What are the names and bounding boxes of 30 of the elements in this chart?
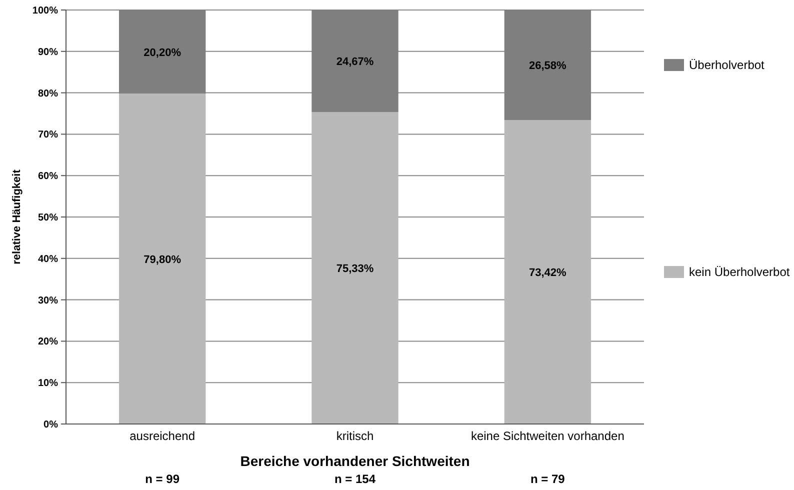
bar (504, 120, 592, 424)
data-label: 26,58% (529, 60, 567, 72)
data-label: 79,80% (144, 254, 182, 266)
legend-label: Überholverbot (689, 58, 766, 72)
y-tick-label: 100% (32, 6, 58, 16)
y-tick-label: 0% (44, 420, 58, 430)
y-tick-label: 80% (38, 88, 58, 100)
legend-label: kein Überholverbot (689, 265, 790, 280)
x-tick-label: ausreichend (130, 429, 196, 443)
y-tick-label: 60% (38, 171, 58, 182)
bar (312, 112, 398, 424)
y-tick-label: 90% (38, 46, 58, 58)
data-label: 24,67% (336, 56, 374, 68)
x-tick-label: kritisch (336, 429, 374, 443)
text: n = 99 (145, 472, 180, 486)
y-tick-label: 30% (38, 295, 58, 306)
data-label: 20,20% (144, 46, 182, 59)
x-axis-title: Bereiche vorhandener Sichtweiten (240, 453, 470, 469)
text: n = 154 (334, 472, 376, 486)
bar (118, 94, 206, 424)
data-label: 73,42% (529, 267, 567, 280)
y-tick-label: 50% (38, 212, 58, 224)
y-tick-label: 70% (38, 130, 58, 141)
y-tick-label: 20% (38, 336, 58, 348)
x-tick-label: keine Sichtweiten vorhanden (470, 429, 624, 443)
text: n = 79 (530, 472, 566, 486)
data-label: 75,33% (336, 263, 374, 276)
y-tick-label: 10% (38, 378, 58, 390)
y-axis-title: relative Häufigkeit (11, 169, 23, 264)
y-tick-label: 40% (38, 254, 58, 265)
